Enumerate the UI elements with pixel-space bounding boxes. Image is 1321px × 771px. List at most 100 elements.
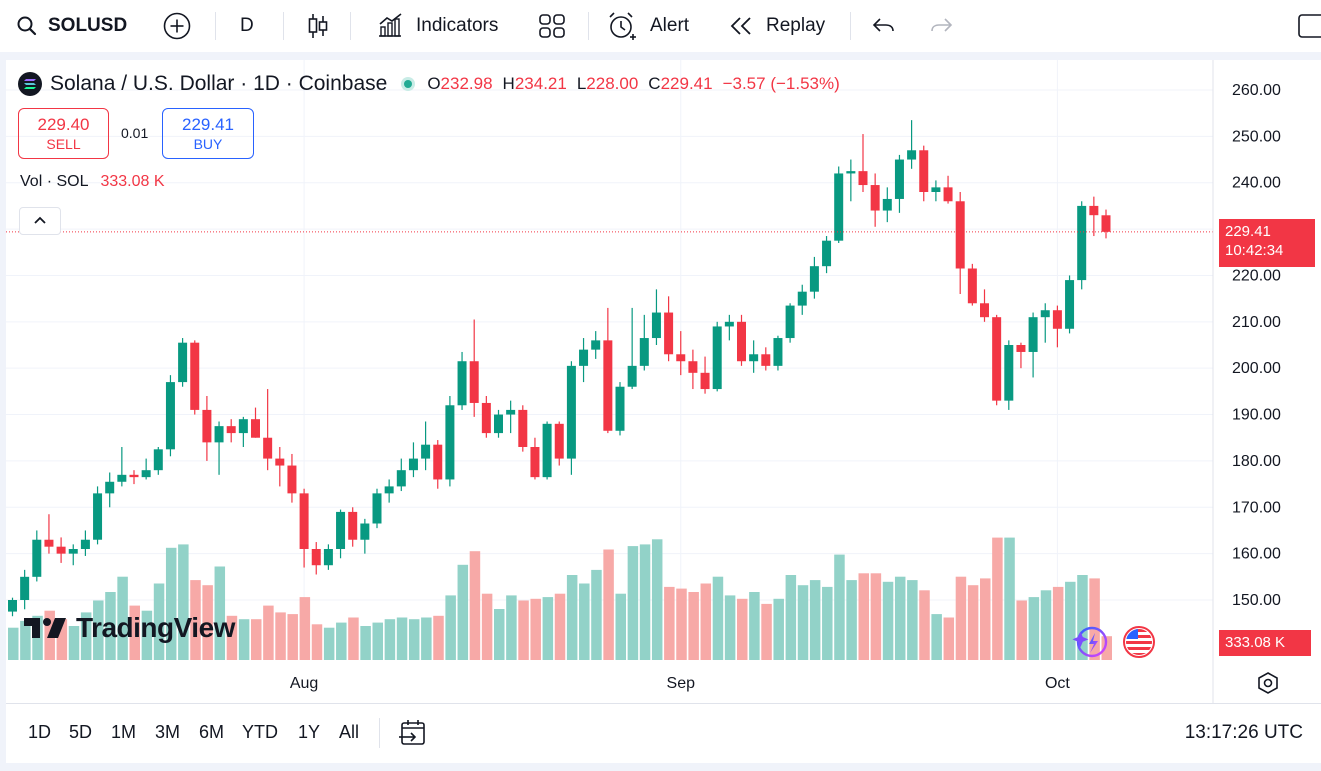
volume-bar (178, 544, 189, 660)
candle-body (773, 338, 783, 366)
volume-bar (226, 615, 238, 660)
volume-bar (56, 619, 68, 660)
undo-button[interactable] (872, 10, 896, 42)
y-tick-label: 260.00 (1232, 82, 1281, 99)
range-1d-button[interactable]: 1D (28, 722, 52, 742)
candle-body (761, 354, 771, 366)
alert-button[interactable]: Alert (606, 10, 689, 42)
volume-tag: 333.08 K (1219, 630, 1311, 656)
candle-body (615, 386, 625, 431)
redo-button[interactable] (929, 10, 953, 42)
range-6m-button[interactable]: 6M (199, 722, 225, 742)
buy-button[interactable]: 229.41 BUY (162, 108, 254, 159)
candle-body (639, 338, 649, 366)
interval-button[interactable]: D (240, 10, 254, 42)
indicators-button[interactable]: Indicators (376, 10, 498, 42)
volume-bar (834, 554, 845, 660)
ai-assistant-icon[interactable] (1068, 623, 1110, 668)
replay-label: Replay (766, 15, 826, 36)
candle-body (202, 409, 212, 443)
spread-value: 0.01 (121, 125, 149, 141)
tradingview-mark-icon (24, 618, 66, 638)
volume-bar (566, 575, 578, 660)
volume-bar (433, 615, 444, 660)
close-value: C229.41 (648, 74, 713, 93)
y-tick-label: 240.00 (1232, 175, 1281, 192)
collapse-legend-button[interactable] (19, 207, 61, 235)
utc-clock[interactable]: 13:17:26 UTC (1184, 722, 1303, 743)
volume-bar (907, 580, 918, 660)
candle-body (32, 539, 42, 577)
range-1m-button[interactable]: 1M (111, 722, 137, 742)
volume-bar (311, 624, 323, 660)
volume-bar (506, 595, 517, 660)
candle-body (591, 340, 601, 350)
volume-bar (761, 603, 772, 660)
volume-bar (615, 593, 626, 660)
chevron-up-icon (33, 212, 47, 230)
toolbar-divider (215, 12, 216, 40)
range-1y-button[interactable]: 1Y (298, 722, 321, 742)
candle-body (311, 549, 321, 566)
volume-bar (105, 592, 116, 660)
candle-body (275, 458, 285, 466)
candle-body (676, 354, 686, 362)
templates-button[interactable] (538, 10, 566, 42)
volume-bar (639, 544, 651, 660)
volume-bar (263, 605, 274, 660)
symbol-search[interactable]: SOLUSD (16, 10, 127, 42)
volume-bar (360, 626, 371, 660)
indicators-icon (376, 12, 404, 40)
symbol-legend: Solana / U.S. Dollar · 1D · Coinbase O23… (18, 72, 850, 96)
chart-settings-icon[interactable] (1256, 671, 1280, 700)
candle-body (408, 458, 418, 471)
replay-button[interactable]: Replay (728, 10, 825, 42)
candle-body (809, 266, 819, 292)
range-all-button[interactable]: All (339, 722, 360, 742)
compare-button[interactable] (162, 10, 192, 42)
volume-bar (797, 585, 809, 660)
volume-bar (894, 576, 906, 660)
range-ytd-button[interactable]: YTD (242, 722, 278, 742)
tradingview-logo[interactable]: TradingView (22, 612, 235, 644)
chart-panel[interactable]: 260.00250.00240.00230.00220.00210.00200.… (6, 60, 1321, 763)
toolbar-gap (0, 52, 1321, 60)
candle-body (251, 419, 260, 438)
candle-body (287, 465, 297, 494)
go-to-date-button[interactable] (398, 718, 428, 753)
candle-body (834, 173, 844, 241)
candle-body (1052, 310, 1062, 329)
volume-bar (712, 576, 724, 660)
volume-bar (967, 585, 979, 660)
chart-type-button[interactable] (306, 10, 330, 42)
volume-bar (275, 612, 286, 660)
candle-body (1065, 280, 1075, 329)
layout-button[interactable] (1298, 10, 1321, 42)
candlestick-chart[interactable]: 260.00250.00240.00230.00220.00210.00200.… (6, 60, 1321, 703)
sell-button[interactable]: 229.40 SELL (18, 108, 109, 159)
candle-body (955, 201, 965, 269)
add-circle-icon (162, 11, 192, 41)
candle-body (226, 426, 236, 434)
x-tick-label: Aug (290, 675, 318, 692)
candle-body (870, 185, 880, 211)
candle-body (336, 511, 346, 549)
us-flag-icon[interactable] (1122, 625, 1156, 664)
last-price-value: 229.41 (1225, 223, 1271, 240)
candle-body (372, 493, 382, 524)
range-3m-button[interactable]: 3M (155, 722, 181, 742)
top-toolbar: SOLUSD D Indicators Alert Re (0, 0, 1321, 52)
volume-bar (809, 580, 821, 660)
candle-body (80, 539, 90, 549)
volume-bar (724, 595, 736, 660)
volume-bar (445, 595, 456, 660)
symbol-label: SOLUSD (48, 15, 128, 36)
y-tick-label: 220.00 (1232, 267, 1281, 284)
candle-body (943, 187, 953, 202)
rewind-icon (728, 15, 754, 37)
volume-bar (1004, 537, 1015, 660)
volume-bar (919, 590, 930, 660)
volume-bar (651, 539, 663, 660)
range-5d-button[interactable]: 5D (69, 722, 93, 742)
candle-body (651, 312, 661, 339)
